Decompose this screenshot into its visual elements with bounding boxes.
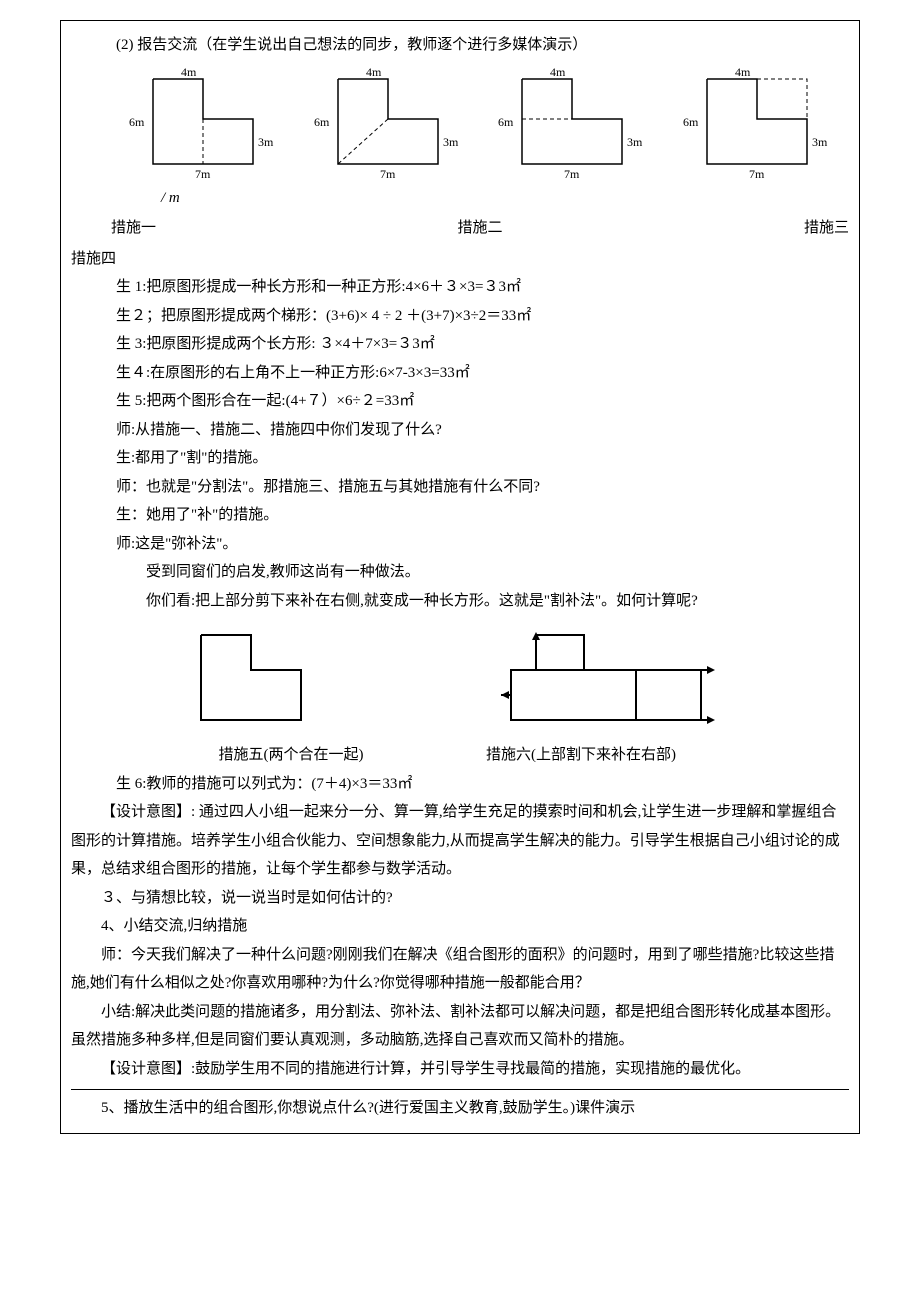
summary: 小结:解决此类问题的措施诸多，用分割法、弥补法、割补法都可以解决问题，都是把组合…	[71, 998, 849, 1055]
svg-text:4m: 4m	[366, 65, 382, 79]
teacher-question: 师：今天我们解决了一种什么问题?刚刚我们在解决《组合图形的面积》的问题时，用到了…	[71, 941, 849, 998]
caption-6: 措施六(上部割下来补在右部)	[441, 741, 721, 770]
q4: 4、小结交流,归纳措施	[71, 912, 849, 941]
caption-5: 措施五(两个合在一起)	[141, 741, 441, 770]
dialog-4: 生：她用了"补"的措施。	[71, 501, 849, 530]
document-page: (2) 报告交流（在学生说出自己想法的同步，教师逐个进行多媒体演示） 4m 6m…	[60, 20, 860, 1134]
svg-text:4m: 4m	[735, 65, 751, 79]
l-shape-variant-2: 4m 6m 3m 7m	[308, 64, 468, 184]
student-line-5: 生 5:把两个图形合在一起:(4+７）×6÷２=33㎡	[71, 387, 849, 416]
diagram-row-4: 4m 6m 3m 7m 4m 6m 3m 7m 4m 6m 3m 7m 4m	[111, 64, 849, 184]
report-line: (2) 报告交流（在学生说出自己想法的同步，教师逐个进行多媒体演示）	[71, 31, 849, 60]
bottom-label: 7m	[195, 167, 211, 181]
svg-text:3m: 3m	[443, 135, 459, 149]
q5: 5、播放生活中的组合图形,你想说点什么?(进行爱国主义教育,鼓励学生。)课件演示	[71, 1094, 849, 1123]
student-line-6: 生 6:教师的措施可以列式为：(7＋4)×3＝33㎡	[71, 770, 849, 799]
q3: ３、与猜想比较，说一说当时是如何估计的?	[71, 884, 849, 913]
teacher-line-1: 受到同窗们的启发,教师这尚有一种做法。	[71, 558, 849, 587]
design-intent-1: 【设计意图】: 通过四人小组一起来分一分、算一算,给学生充足的摸索时间和机会,让…	[71, 798, 849, 884]
method5-shape	[181, 625, 321, 735]
divider	[71, 1089, 849, 1090]
svg-text:3m: 3m	[812, 135, 828, 149]
l-shape-variant-4: 4m 6m 3m 7m	[677, 64, 837, 184]
method-2-label: 措施二	[156, 214, 804, 243]
svg-text:6m: 6m	[498, 115, 514, 129]
dialog-2: 生:都用了"割"的措施。	[71, 444, 849, 473]
method-1-label: 措施一	[111, 214, 156, 243]
svg-text:7m: 7m	[749, 167, 765, 181]
shape-pair-row	[181, 625, 849, 735]
methods-header-row: 措施一 措施二 措施三	[111, 214, 849, 243]
caption-row: 措施五(两个合在一起) 措施六(上部割下来补在右部)	[141, 741, 849, 770]
student-line-2: 生２；把原图形提成两个梯形：(3+6)× 4 ÷ 2 ＋(3+7)×3÷2＝33…	[71, 302, 849, 331]
method6-shape	[501, 625, 721, 735]
svg-text:6m: 6m	[314, 115, 330, 129]
teacher-line-2: 你们看:把上部分剪下来补在右侧,就变成一种长方形。这就是"割补法"。如何计算呢?	[71, 587, 849, 616]
method-4-label: 措施四	[71, 245, 849, 274]
dialog-1: 师:从措施一、措施二、措施四中你们发现了什么?	[71, 416, 849, 445]
student-line-3: 生 3:把原图形提成两个长方形: ３×4＋7×3=３3㎡	[71, 330, 849, 359]
svg-text:7m: 7m	[380, 167, 396, 181]
l-shape-variant-3: 4m 6m 3m 7m	[492, 64, 652, 184]
svg-text:7m: 7m	[564, 167, 580, 181]
student-line-1: 生 1:把原图形提成一种长方形和一种正方形:4×6＋３×3=３3㎡	[71, 273, 849, 302]
dialog-3: 师：也就是"分割法"。那措施三、措施五与其她措施有什么不同?	[71, 473, 849, 502]
top-label: 4m	[181, 65, 197, 79]
svg-text:3m: 3m	[627, 135, 643, 149]
right-label: 3m	[258, 135, 274, 149]
svg-text:4m: 4m	[550, 65, 566, 79]
unit-label: / m	[161, 184, 849, 213]
dialog-5: 师:这是"弥补法"。	[71, 530, 849, 559]
student-line-4: 生４:在原图形的右上角不上一种正方形:6×7-3×3=33㎡	[71, 359, 849, 388]
l-shape-variant-1: 4m 6m 3m 7m	[123, 64, 283, 184]
design-intent-2: 【设计意图】:鼓励学生用不同的措施进行计算，并引导学生寻找最简的措施，实现措施的…	[71, 1055, 849, 1084]
left-label: 6m	[129, 115, 145, 129]
method-3-label: 措施三	[804, 214, 849, 243]
svg-text:6m: 6m	[683, 115, 699, 129]
